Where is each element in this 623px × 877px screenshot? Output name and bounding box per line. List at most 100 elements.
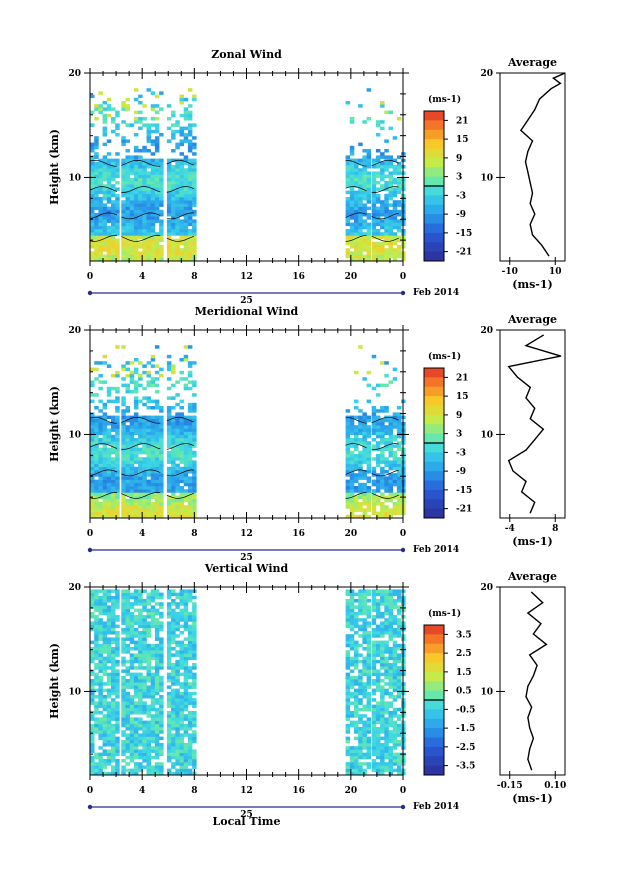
heatmap-cell [142, 656, 147, 661]
heatmap-cell [111, 730, 116, 734]
heatmap-cell [371, 640, 377, 645]
heatmap-cell [192, 415, 197, 420]
heatmap-cell [90, 206, 95, 211]
heatmap-cell [94, 637, 99, 641]
heatmap-cell [146, 771, 151, 776]
heatmap-cell [183, 197, 189, 201]
heatmap-cell [150, 364, 156, 368]
heatmap-cell [388, 254, 393, 259]
heatmap-cell [192, 460, 197, 464]
heatmap-cell [345, 200, 351, 204]
heatmap-cell [358, 254, 363, 259]
heatmap-cell [358, 216, 363, 220]
heatmap-cell [142, 444, 147, 448]
heatmap-cell [121, 720, 126, 725]
heatmap-cell [90, 229, 95, 233]
heatmap-cell [380, 406, 385, 410]
heatmap-cell [183, 589, 189, 593]
heatmap-cell [111, 502, 116, 506]
heatmap-cell [90, 746, 95, 750]
heatmap-cell [106, 682, 112, 686]
heatmap-cell [375, 653, 381, 657]
colorbar-swatch [424, 681, 444, 692]
heatmap-cell [125, 219, 130, 223]
heatmap-cell [166, 457, 172, 461]
heatmap-cell [154, 691, 160, 696]
heatmap-cell [98, 168, 103, 172]
heatmap-cell [371, 251, 377, 255]
heatmap-cell [146, 123, 151, 127]
heatmap-cell [380, 225, 385, 230]
month-label: Feb 2014 [413, 288, 459, 298]
heatmap-cell [384, 241, 389, 246]
heatmap-cell [138, 707, 143, 712]
heatmap-cell [384, 361, 389, 365]
heatmap-cell [142, 187, 147, 191]
heatmap-cell [166, 679, 172, 683]
heatmap-cell [349, 457, 355, 461]
heatmap-cell [366, 669, 372, 673]
heatmap-cell [171, 707, 176, 712]
heatmap-cell [125, 624, 130, 629]
heatmap-cell [138, 489, 143, 493]
heatmap-cell [94, 720, 99, 725]
heatmap-cell [392, 508, 398, 512]
heatmap-cell [125, 174, 130, 179]
heatmap-cell [171, 129, 176, 134]
heatmap-cell [345, 707, 351, 712]
heatmap-cell [183, 454, 189, 458]
heatmap-cell [154, 174, 160, 179]
heatmap-cell [94, 602, 99, 606]
heatmap-cell [146, 171, 151, 175]
heatmap-cell [150, 666, 156, 670]
heatmap-cell [142, 733, 147, 737]
heatmap-cell [384, 383, 389, 388]
heatmap-cell [187, 88, 193, 92]
heatmap-cell [380, 727, 385, 731]
heatmap-cell [187, 193, 193, 198]
heatmap-cell [98, 599, 103, 603]
heatmap-cell [111, 627, 116, 632]
heatmap-cell [129, 158, 135, 163]
heatmap-cell [166, 251, 172, 255]
heatmap-cell [345, 502, 351, 506]
heatmap-cell [396, 707, 402, 712]
heatmap-cell [150, 650, 156, 654]
heatmap-cell [392, 672, 398, 677]
heatmap-cell [388, 599, 393, 603]
heatmap-cell [171, 682, 176, 686]
heatmap-cell [384, 110, 389, 115]
heatmap-cell [375, 422, 381, 426]
heatmap-cell [115, 618, 120, 622]
heatmap-cell [345, 171, 351, 175]
heatmap-cell [125, 479, 130, 484]
heatmap-cell [125, 171, 130, 175]
heatmap-cell [349, 759, 355, 763]
heatmap-cell [125, 248, 130, 252]
heatmap-cell [133, 213, 139, 217]
heatmap-cell [125, 257, 130, 262]
heatmap-cell [129, 771, 135, 776]
heatmap-cell [362, 511, 367, 516]
heatmap-cell [102, 361, 108, 365]
heatmap-cell [121, 495, 126, 500]
heatmap-cell [366, 161, 372, 166]
heatmap-cell [179, 743, 184, 747]
heatmap-cell [375, 711, 381, 715]
heatmap-cell [345, 409, 351, 413]
colorbar-tick-label: -2.5 [456, 743, 475, 753]
heatmap-cell [125, 508, 130, 512]
heatmap-cell [171, 418, 176, 423]
heatmap-cell [94, 647, 99, 651]
heatmap-cell [396, 251, 402, 255]
heatmap-cell [125, 476, 130, 480]
heatmap-cell [115, 438, 120, 442]
heatmap-cell [115, 482, 120, 487]
heatmap-cell [171, 599, 176, 603]
heatmap-cell [150, 647, 156, 651]
heatmap-cell [121, 213, 126, 217]
heatmap-cell [354, 489, 359, 493]
contour-line [345, 469, 367, 475]
heatmap-cell [133, 238, 139, 243]
heatmap-cell [349, 498, 355, 503]
